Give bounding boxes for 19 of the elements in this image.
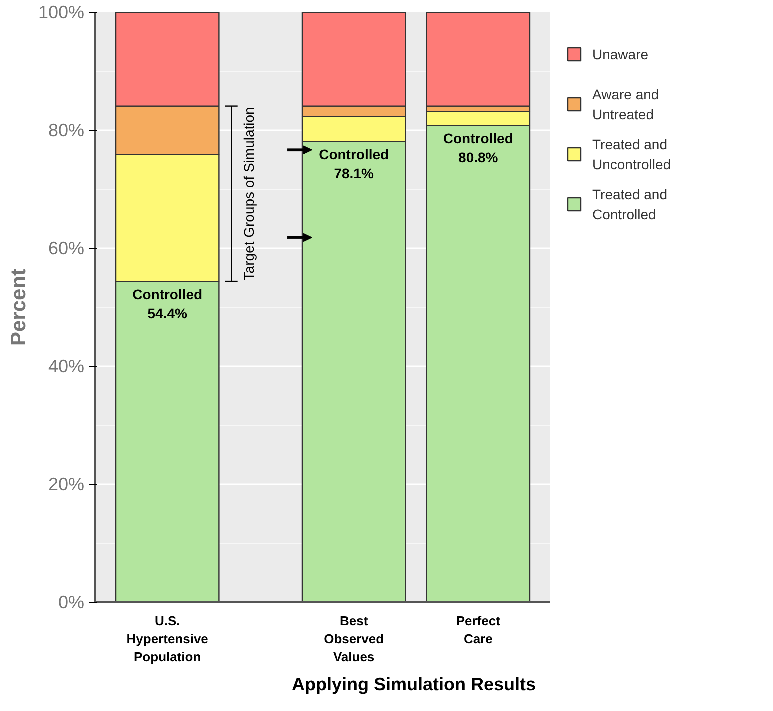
legend-label: Aware and Untreated bbox=[592, 86, 660, 122]
data-label: Controlled 80.8% bbox=[443, 130, 514, 166]
x-tick-label: U.S. Hypertensive Population bbox=[126, 614, 208, 664]
x-tick-label: Best Observed Values bbox=[324, 614, 384, 664]
y-tick-label: 20% bbox=[48, 474, 85, 494]
y-tick-label: 100% bbox=[38, 2, 85, 22]
legend-label: Unaware bbox=[592, 46, 649, 62]
y-tick-label: 0% bbox=[58, 592, 84, 612]
x-axis-title: Applying Simulation Results bbox=[292, 674, 536, 694]
annotation: Target Groups of Simulation bbox=[241, 107, 258, 281]
legend-label: Treated and Uncontrolled bbox=[592, 136, 672, 172]
y-tick-label: 80% bbox=[48, 120, 85, 140]
data-label: Controlled 78.1% bbox=[319, 146, 390, 182]
legend-label: Treated and Controlled bbox=[592, 186, 668, 222]
y-tick-label: 60% bbox=[48, 238, 85, 258]
x-tick-label: Perfect Care bbox=[456, 614, 502, 646]
data-label: Controlled 54.4% bbox=[132, 286, 203, 322]
y-axis-title: Percent bbox=[7, 268, 30, 346]
y-tick-label: 40% bbox=[48, 356, 85, 376]
